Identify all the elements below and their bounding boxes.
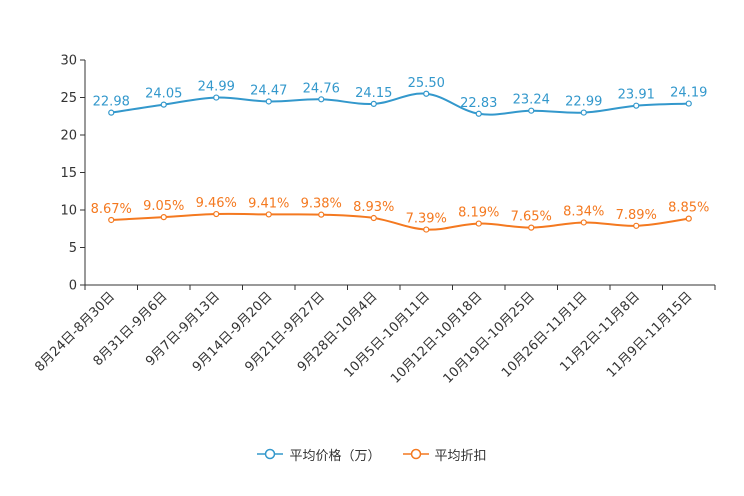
series-2-point <box>108 216 115 224</box>
series-1-data-label: 24.99 <box>198 80 235 95</box>
series-2-point <box>213 210 220 218</box>
series-2-point <box>633 222 640 229</box>
series-2-data-label: 9.05% <box>143 199 184 214</box>
series-line-1 <box>111 92 689 116</box>
series-2-point <box>580 219 587 226</box>
series-2-data-label: 8.85% <box>668 201 709 216</box>
y-tick-label: 30 <box>60 54 77 69</box>
series-2-data-label: 8.67% <box>91 202 132 217</box>
series-1-point <box>580 109 587 116</box>
series-1-point <box>318 96 325 103</box>
series-1-data-label: 24.19 <box>670 86 707 101</box>
series-1-point <box>265 98 272 105</box>
series-1-point <box>370 100 377 107</box>
legend: 平均价格（万） 平均折扣 <box>0 443 744 465</box>
series-1-point <box>475 110 482 117</box>
series-2-data-label: 9.46% <box>196 196 237 211</box>
series-2-data-label: 8.93% <box>353 200 394 215</box>
series-2-point <box>160 214 167 221</box>
series-1-data-label: 22.83 <box>460 96 497 111</box>
series-1-point <box>633 102 640 109</box>
series-1-data-label: 22.98 <box>93 95 130 110</box>
series-1-point <box>108 109 115 116</box>
legend-discount-marker-icon <box>402 448 429 460</box>
series-1-data-label: 23.24 <box>513 93 550 108</box>
series-2-data-label: 9.38% <box>301 197 342 212</box>
x-tick-label: 10月12日-10月18日 <box>388 289 485 386</box>
y-tick-label: 0 <box>69 279 77 294</box>
y-tick-label: 10 <box>60 204 77 219</box>
series-2-data-label: 7.39% <box>406 212 447 227</box>
series-2-data-label: 9.41% <box>248 196 289 211</box>
legend-item-price[interactable]: 平均价格（万） <box>257 445 381 464</box>
series-1-data-label: 24.47 <box>250 83 287 98</box>
series-1-data-label: 22.99 <box>565 95 602 110</box>
series-2-point <box>528 224 535 231</box>
series-1-data-label: 24.05 <box>145 87 182 102</box>
series-2-point <box>265 211 272 218</box>
series-2-point <box>475 220 482 227</box>
series-1-point <box>528 107 535 114</box>
series-2-data-label: 7.65% <box>511 210 552 225</box>
legend-price-label: 平均价格（万） <box>289 448 381 464</box>
series-2-data-label: 8.34% <box>563 204 604 219</box>
y-tick-label: 15 <box>60 166 77 181</box>
series-1-data-label: 25.50 <box>408 76 445 91</box>
legend-item-discount[interactable]: 平均折扣 <box>402 445 487 464</box>
y-tick-label: 5 <box>69 241 77 256</box>
series-line-2 <box>111 212 689 231</box>
legend-price-marker-icon <box>257 448 284 460</box>
y-tick-label: 20 <box>60 129 77 144</box>
series-1-data-label: 24.76 <box>303 81 340 96</box>
series-2-point <box>370 214 377 222</box>
series-1-point <box>423 90 430 97</box>
y-tick-label: 25 <box>60 91 77 106</box>
series-2-point <box>318 211 325 218</box>
series-1-point <box>213 94 220 101</box>
series-1-point <box>685 100 692 107</box>
x-tick-label: 10月19日-10月25日 <box>441 289 538 386</box>
series-1-data-label: 23.91 <box>618 88 655 103</box>
series-1-data-label: 24.15 <box>355 86 392 101</box>
series-2-point <box>685 215 692 222</box>
series-2-point <box>423 226 430 233</box>
series-2-data-label: 7.89% <box>616 208 657 223</box>
series-1-point <box>160 101 167 108</box>
legend-discount-label: 平均折扣 <box>434 448 487 464</box>
series-2-data-label: 8.19% <box>458 206 499 221</box>
line-chart: 0510152025308月24日-8月30日8月31日-9月6日9月7日-9月… <box>32 54 716 387</box>
